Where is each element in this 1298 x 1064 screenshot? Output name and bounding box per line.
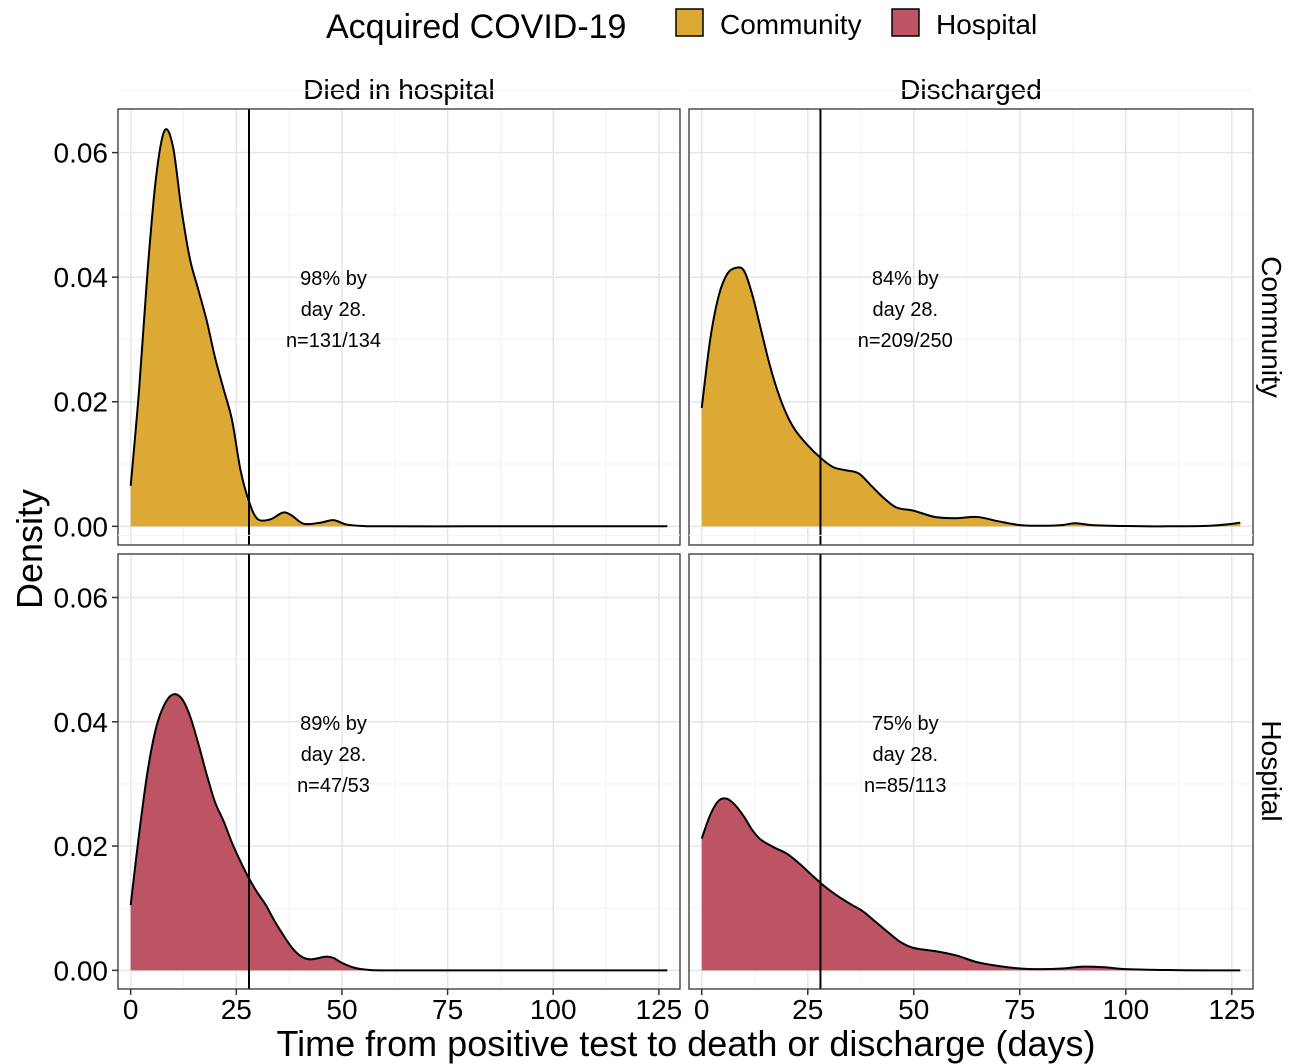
annotation-discharged-community: 84% by day 28. n=209/250: [858, 268, 953, 352]
legend-key-hospital: [891, 8, 920, 37]
annotation-line: day 28.: [872, 744, 938, 766]
annotation-line: n=47/53: [297, 775, 370, 797]
density-line: [700, 266, 1241, 528]
annotation-line: n=131/134: [286, 330, 381, 352]
annotation-line: n=209/250: [858, 330, 953, 352]
annotation-line: day 28.: [301, 744, 367, 766]
panel-border: [117, 553, 681, 990]
y-tick-label: 0.02: [54, 831, 109, 862]
density-line: [129, 693, 668, 972]
panel: [688, 534, 1254, 995]
y-tick-label: 0.00: [54, 511, 109, 542]
annotation-line: day 28.: [301, 299, 367, 321]
x-tick-label: 25: [792, 994, 823, 1025]
panel: [112, 89, 681, 546]
density-area: [701, 267, 1241, 527]
density-area: [130, 694, 668, 971]
legend-label-community: Community: [720, 9, 862, 40]
density-area: [130, 129, 668, 527]
x-tick-label: 75: [432, 994, 463, 1025]
panel-border: [117, 108, 681, 546]
x-axis-title: Time from positive test to death or disc…: [277, 1023, 1096, 1064]
density-area: [701, 798, 1241, 971]
legend-title: Acquired COVID-19: [326, 8, 626, 46]
x-tick-label: 125: [636, 994, 683, 1025]
annotation-line: n=85/113: [864, 775, 947, 797]
density-line: [700, 797, 1241, 972]
row-strip-hospital: Hospital: [1256, 720, 1287, 821]
x-tick-label: 100: [530, 994, 577, 1025]
x-tick-label: 50: [326, 994, 357, 1025]
x-tick-label: 0: [123, 994, 139, 1025]
row-strip-community: Community: [1256, 256, 1287, 398]
annotation-line: 75% by: [872, 713, 939, 735]
y-tick-label: 0.06: [54, 138, 109, 169]
annotation-line: 84% by: [872, 268, 939, 290]
annotation-line: 89% by: [300, 713, 367, 735]
legend: Acquired COVID-19 Community Hospital: [326, 8, 1037, 46]
x-tick-label: 50: [898, 994, 929, 1025]
x-tick-label: 0: [694, 994, 710, 1025]
x-tick-labels: 0 25 50 75 100 125 0 25 50 75 100 125: [123, 994, 1255, 1025]
panel-border: [688, 108, 1254, 546]
y-tick-label: 0.04: [54, 262, 109, 293]
col-strip-discharged: Discharged: [900, 74, 1042, 105]
y-tick-label: 0.04: [54, 707, 109, 738]
col-strip-died: Died in hospital: [303, 74, 494, 105]
y-tick-label: 0.02: [54, 387, 109, 418]
x-tick-label: 125: [1208, 994, 1255, 1025]
legend-key-community: [675, 8, 704, 37]
y-axis-title: Density: [9, 489, 50, 609]
legend-label-hospital: Hospital: [936, 9, 1037, 40]
panel-border: [688, 553, 1254, 990]
density-line: [129, 128, 668, 528]
panel: [112, 534, 681, 995]
y-tick-label: 0.06: [54, 583, 109, 614]
annotation-line: 98% by: [300, 268, 367, 290]
annotation-line: day 28.: [872, 299, 938, 321]
x-tick-label: 100: [1102, 994, 1149, 1025]
annotation-discharged-hospital: 75% by day 28. n=85/113: [864, 713, 947, 797]
x-tick-label: 25: [221, 994, 252, 1025]
y-tick-label: 0.00: [54, 955, 109, 986]
annotation-died-hospital: 89% by day 28. n=47/53: [297, 713, 370, 797]
panel: [688, 89, 1254, 546]
y-tick-labels: 0.00 0.02 0.04 0.06 0.00 0.02 0.04 0.06: [54, 138, 109, 987]
x-tick-label: 75: [1004, 994, 1035, 1025]
annotation-died-community: 98% by day 28. n=131/134: [286, 268, 381, 352]
